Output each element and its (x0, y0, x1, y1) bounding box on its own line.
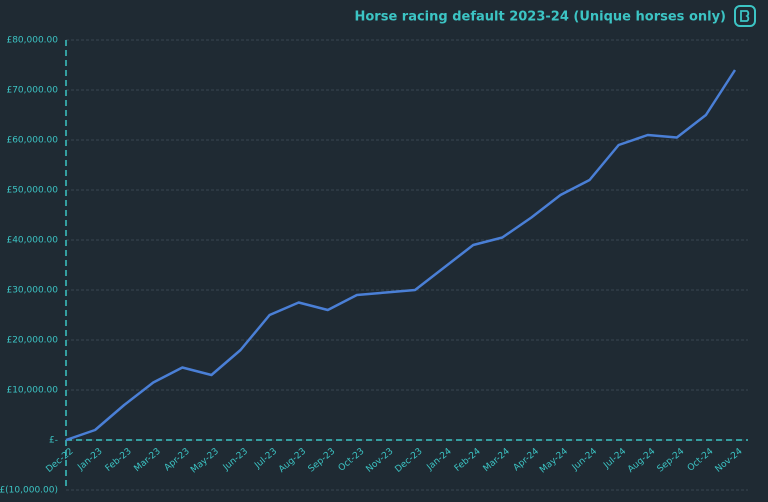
x-tick-label: Sep-24 (656, 446, 687, 474)
x-tick-label: Jun-24 (570, 446, 599, 473)
y-tick-label: £- (49, 436, 58, 446)
x-tick-label: Feb-24 (453, 446, 483, 474)
x-tick-label: Jul-24 (601, 446, 628, 471)
x-tick-label: Sep-23 (307, 447, 338, 475)
x-tick-label: Mar-23 (133, 447, 163, 475)
y-tick-label: £80,000.00 (6, 36, 58, 46)
y-tick-label: £50,000.00 (6, 186, 58, 196)
x-tick-label: May-23 (189, 447, 221, 476)
x-tick-label: Aug-23 (277, 447, 308, 475)
y-tick-label: £60,000.00 (6, 136, 58, 146)
logo (734, 5, 756, 27)
x-tick-label: Oct-23 (337, 447, 367, 474)
y-tick-label: £20,000.00 (6, 336, 58, 346)
x-tick-label: Apr-24 (512, 446, 541, 473)
x-tick-label: Dec-22 (44, 447, 75, 475)
x-tick-label: May-24 (538, 446, 570, 475)
y-tick-label: £(10,000.00) (0, 486, 58, 496)
x-tick-label: Jan-23 (76, 447, 105, 474)
chart-title: Horse racing default 2023-24 (Unique hor… (354, 10, 726, 25)
x-tick-label: Dec-23 (394, 447, 425, 475)
x-tick-label: Mar-24 (482, 446, 512, 474)
x-tick-label: Oct-24 (686, 446, 716, 473)
x-tick-label: Jan-24 (425, 446, 454, 473)
y-tick-label: £30,000.00 (6, 286, 58, 296)
x-tick-label: Jul-23 (252, 447, 279, 472)
x-tick-label: Nov-23 (365, 447, 396, 475)
y-tick-label: £10,000.00 (6, 386, 58, 396)
x-tick-label: Feb-23 (104, 447, 134, 474)
y-tick-label: £40,000.00 (6, 236, 58, 246)
y-tick-label: £70,000.00 (6, 86, 58, 96)
x-tick-label: Apr-23 (163, 447, 192, 474)
x-tick-label: Nov-24 (714, 446, 745, 474)
series-line (65, 69, 737, 442)
x-tick-label: Jun-23 (221, 447, 250, 474)
x-tick-label: Aug-24 (626, 446, 657, 475)
